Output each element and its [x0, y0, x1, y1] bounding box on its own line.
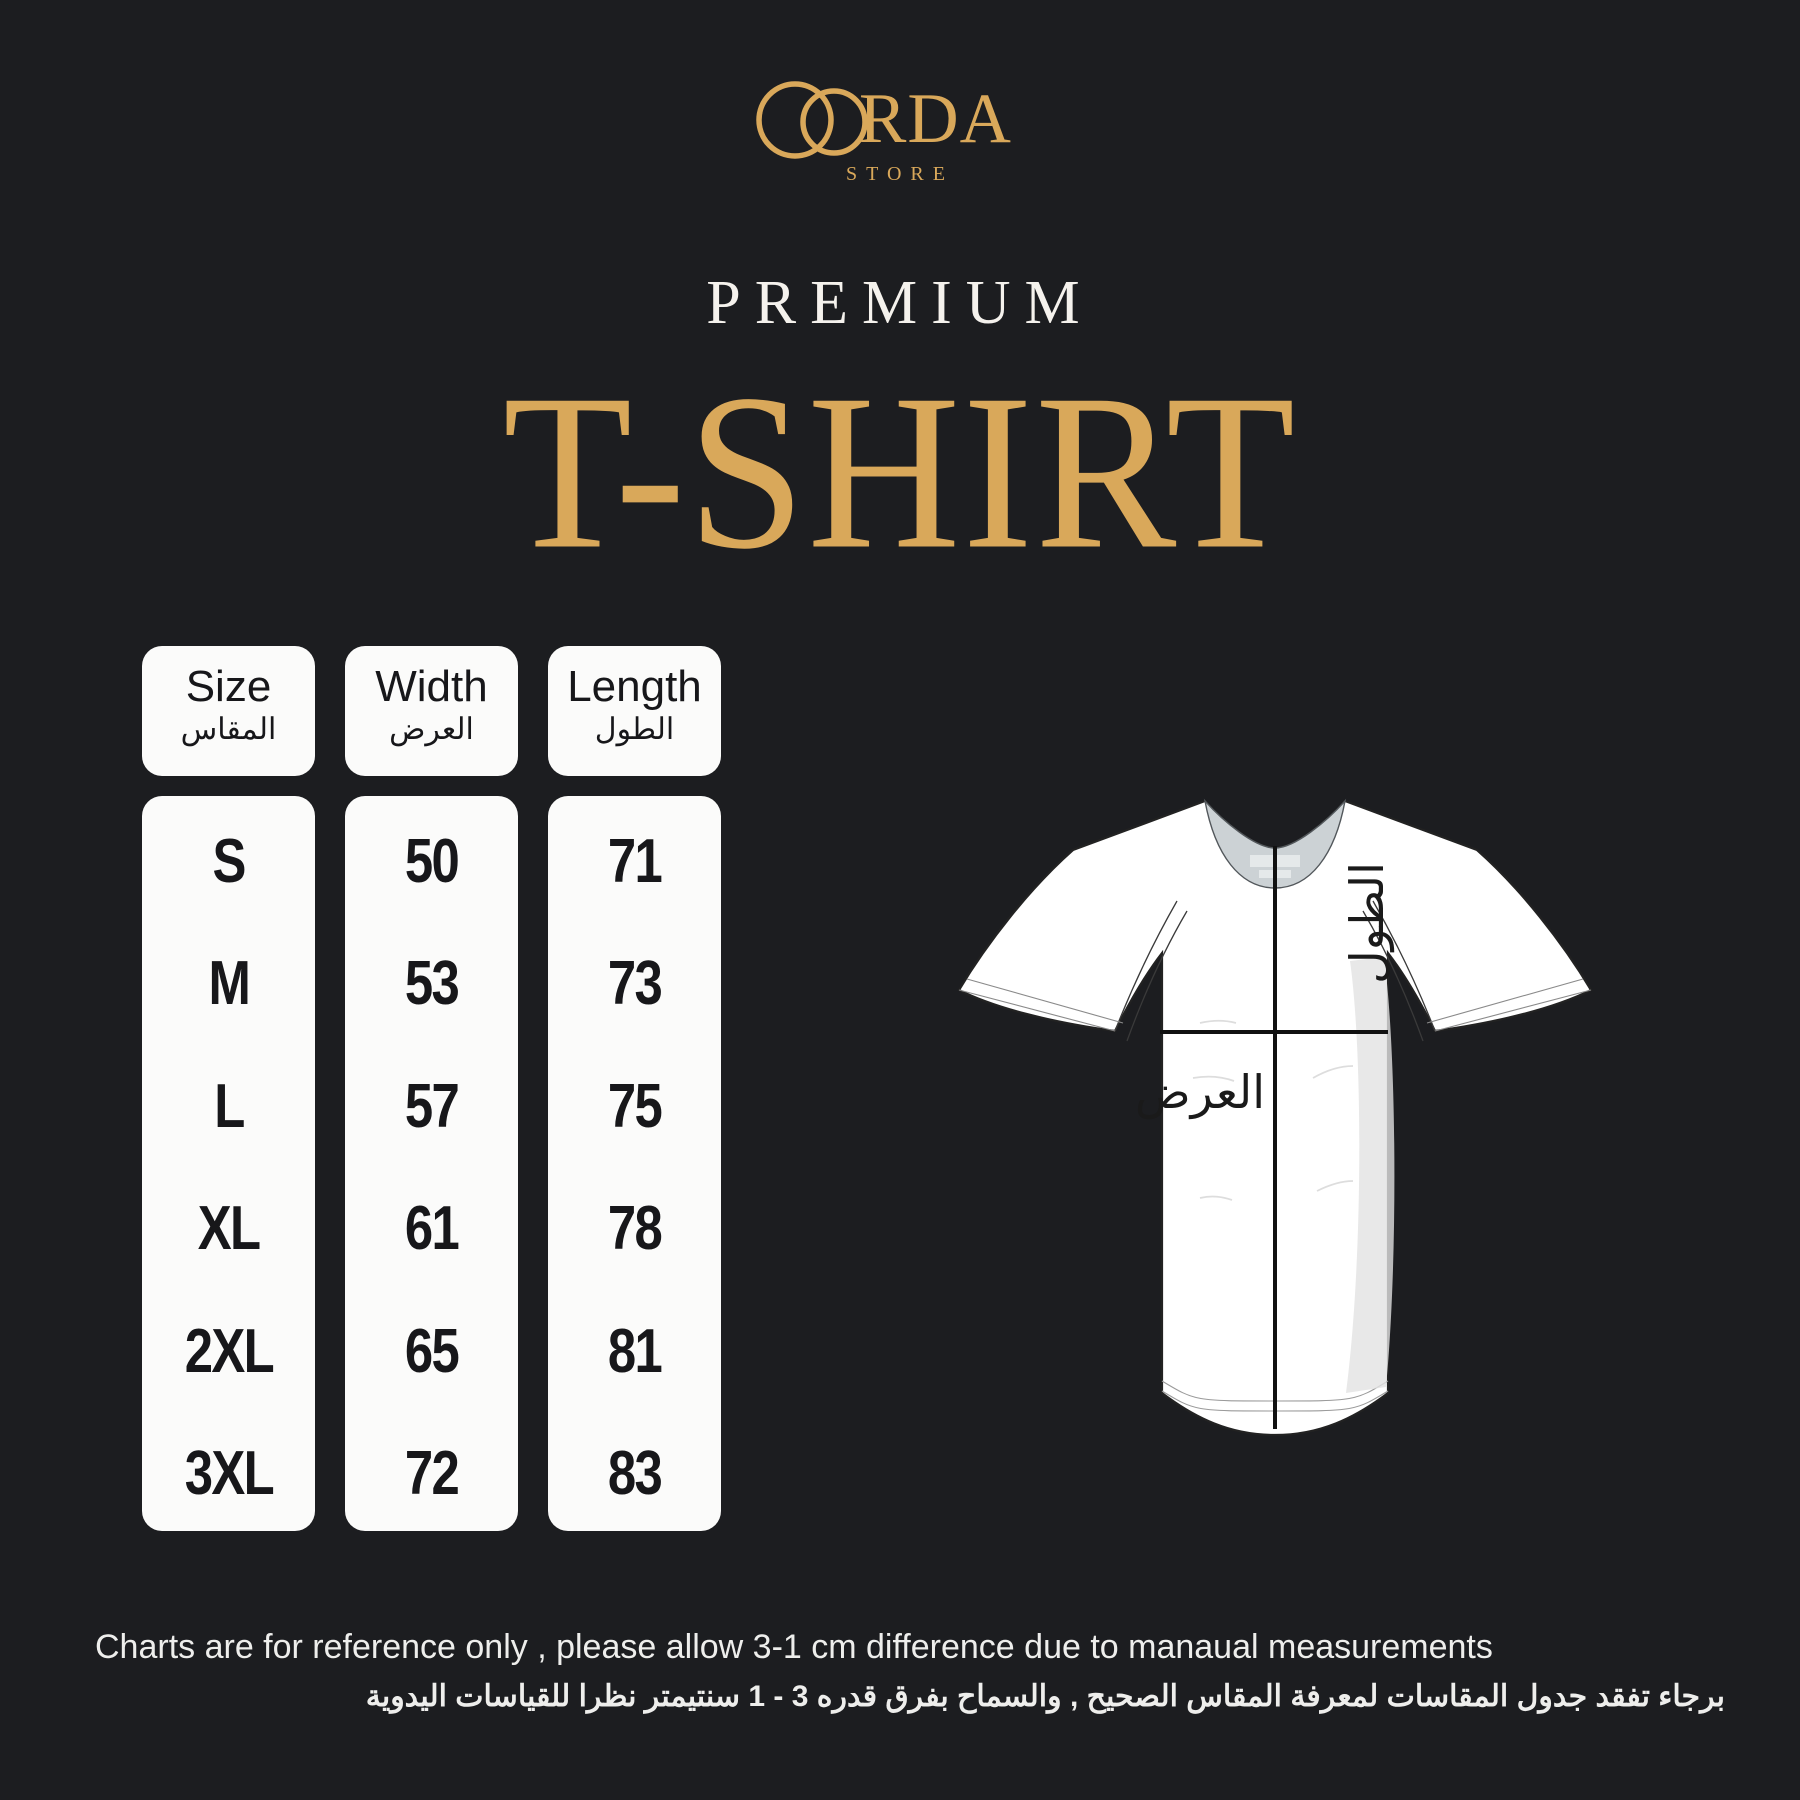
- svg-text:العرض: العرض: [1135, 1066, 1265, 1120]
- svg-text:الطول: الطول: [1341, 862, 1395, 984]
- svg-text:RDA: RDA: [859, 80, 1012, 158]
